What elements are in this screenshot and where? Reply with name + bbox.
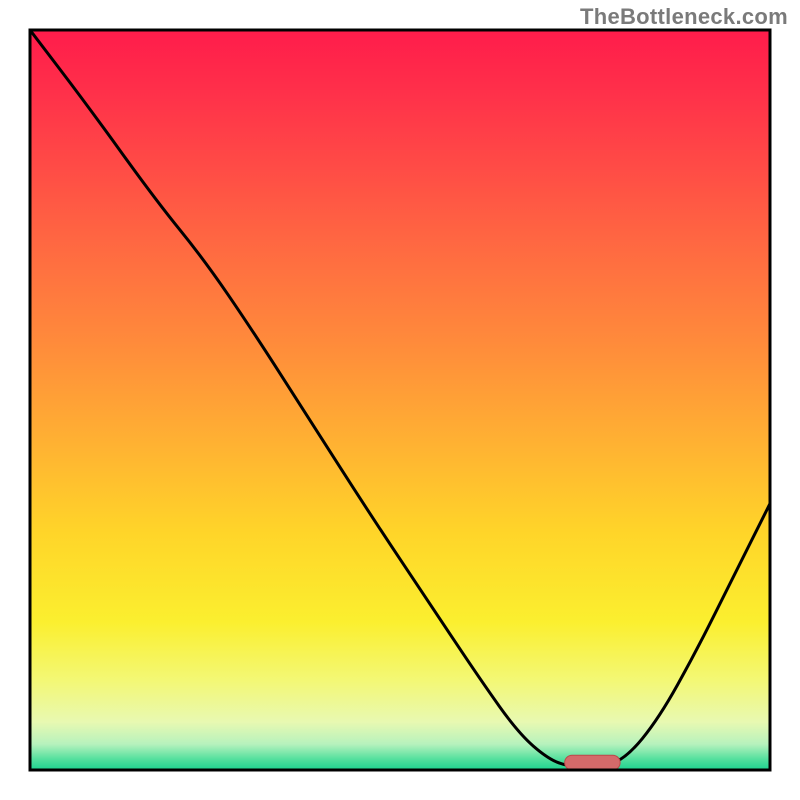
chart-svg xyxy=(0,0,800,800)
gradient-background xyxy=(30,30,770,770)
chart-stage: TheBottleneck.com xyxy=(0,0,800,800)
watermark-label: TheBottleneck.com xyxy=(580,4,788,30)
optimum-marker xyxy=(565,755,621,770)
